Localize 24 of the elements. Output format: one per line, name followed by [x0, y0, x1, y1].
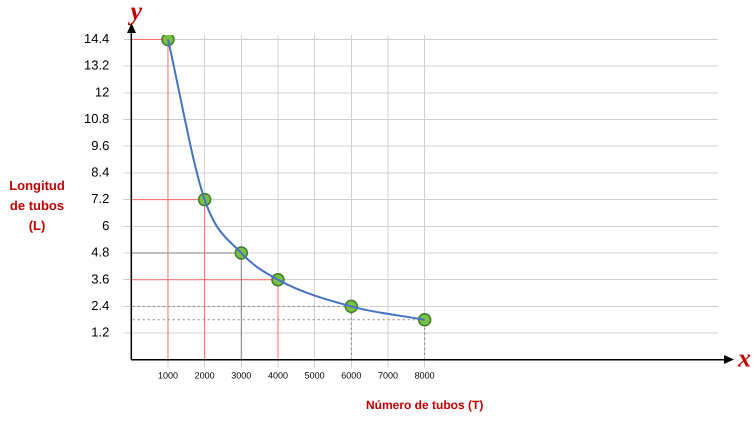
- y-tick-label: 10.8: [84, 111, 110, 126]
- y-tick-label: 7.2: [91, 191, 110, 206]
- y-tick-label: 14.4: [84, 31, 110, 46]
- y-tick-label: 4.8: [91, 244, 110, 260]
- y-tick-label: 6: [102, 218, 110, 233]
- y-tick-label: 1.2: [91, 324, 110, 340]
- x-tick-label: 5000: [304, 370, 325, 381]
- x-tick-label: 7000: [378, 370, 398, 381]
- y-tick-label: 13.2: [84, 58, 110, 73]
- y-tick-label: 3.6: [91, 271, 110, 286]
- y-tick-label: 12: [94, 84, 110, 100]
- y-tick-label: 9.6: [91, 138, 110, 153]
- x-tick-label: 1000: [158, 370, 178, 381]
- x-tick-label: 2000: [194, 370, 215, 381]
- x-tick-label: 8000: [414, 370, 435, 381]
- text: x: [737, 344, 751, 373]
- x-tick-label: 3000: [231, 370, 252, 381]
- x-tick-label: 4000: [268, 370, 288, 381]
- text: y: [128, 0, 143, 26]
- x-axis-title: Número de tubos (T): [366, 398, 484, 412]
- x-tick-label: 6000: [341, 370, 362, 381]
- y-tick-label: 8.4: [91, 164, 110, 180]
- y-tick-label: 2.4: [91, 298, 110, 313]
- y-axis-title: Longitud de tubos (L): [8, 177, 66, 235]
